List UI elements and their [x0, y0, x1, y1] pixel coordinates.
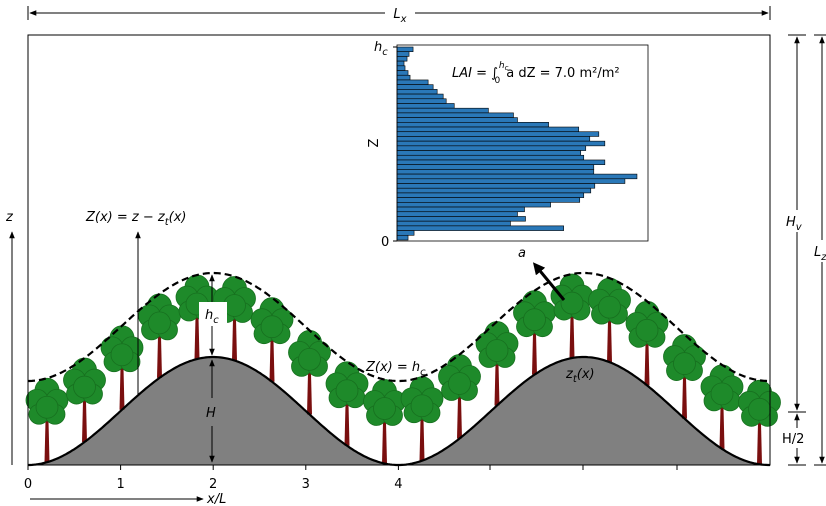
leaf-area-bar	[397, 118, 517, 123]
leaf-area-bar	[397, 212, 517, 217]
leaf-area-bar	[397, 85, 433, 90]
tree-crown	[711, 383, 733, 405]
leaf-area-bar	[397, 160, 605, 165]
leaf-area-bar	[397, 47, 413, 52]
x-tick-label: 3	[302, 477, 310, 492]
leaf-area-bar	[397, 71, 408, 76]
leaf-area-bar	[397, 61, 404, 66]
tree-crown	[111, 344, 133, 366]
leaf-area-bar	[397, 169, 594, 174]
leaf-area-bar	[397, 56, 407, 61]
a-label: a	[518, 246, 526, 261]
leaf-area-bar	[397, 108, 488, 113]
leaf-area-bar	[397, 146, 586, 151]
leaf-area-bar	[397, 216, 526, 221]
leaf-area-bar	[397, 231, 414, 236]
leaf-area-bar	[397, 165, 594, 170]
z-label: z	[5, 210, 14, 225]
leaf-area-bar	[397, 184, 595, 189]
leaf-area-bar	[397, 151, 581, 156]
leaf-area-bar	[397, 174, 637, 179]
leaf-area-bar	[397, 198, 580, 203]
leaf-area-bar	[397, 235, 408, 240]
leaf-area-bar	[397, 122, 549, 127]
x-tick-label: 0	[24, 477, 32, 492]
leaf-area-bar	[397, 179, 625, 184]
tree-crown	[674, 353, 696, 375]
x-label: x/L	[206, 492, 226, 506]
leaf-area-bar	[397, 66, 405, 71]
tree-crown	[524, 309, 546, 331]
tree-crown	[336, 380, 358, 402]
leaf-area-bar	[397, 136, 590, 141]
terrain-coord-label: Z(x) = z − zt(x)	[85, 210, 186, 228]
leaf-area-bar	[397, 113, 513, 118]
tree-crown	[561, 292, 583, 314]
leaf-area-bar	[397, 226, 564, 231]
leaf-area-bar	[397, 132, 599, 137]
leaf-area-bar	[397, 52, 409, 57]
tree-crown	[411, 395, 433, 417]
tree-crown	[74, 376, 96, 398]
figure: Lx Hv H/2 Lz z x/L Z(x) = z − zt(x) hc H…	[0, 0, 826, 506]
tree-crown	[749, 398, 771, 420]
leaf-area-bar	[397, 188, 591, 193]
tree-crown	[149, 312, 171, 334]
leaf-area-bar	[397, 221, 510, 226]
tree-crown	[299, 348, 321, 370]
leaf-area-bar	[397, 193, 584, 198]
leaf-area-bar	[397, 207, 525, 212]
tree-crown	[486, 340, 508, 362]
leaf-area-bar	[397, 99, 446, 104]
tree-crown	[374, 398, 396, 420]
tree-crown	[261, 316, 283, 338]
tree-crown	[636, 319, 658, 341]
leaf-area-bar	[397, 127, 579, 132]
h-label: H	[206, 406, 216, 421]
leaf-area-bar	[397, 155, 584, 160]
leaf-area-bar	[397, 141, 605, 146]
x-tick-label: 4	[394, 477, 402, 492]
half-label: H/2	[782, 432, 804, 447]
inset-y-label: Z	[367, 138, 382, 147]
leaf-area-bar	[397, 75, 410, 80]
x-tick-label: 1	[116, 477, 124, 492]
leaf-area-bar	[397, 89, 437, 94]
leaf-area-bar	[397, 80, 428, 85]
tree-crown	[449, 373, 471, 395]
tree-crown	[36, 396, 58, 418]
tree-crown	[599, 296, 621, 318]
leaf-area-bar	[397, 103, 454, 108]
inset-bottom-tick: 0	[381, 235, 389, 250]
inset-top-tick: hc	[374, 40, 388, 58]
leaf-area-bar	[397, 202, 551, 207]
x-tick-label: 2	[209, 477, 217, 492]
leaf-area-bar	[397, 94, 443, 99]
